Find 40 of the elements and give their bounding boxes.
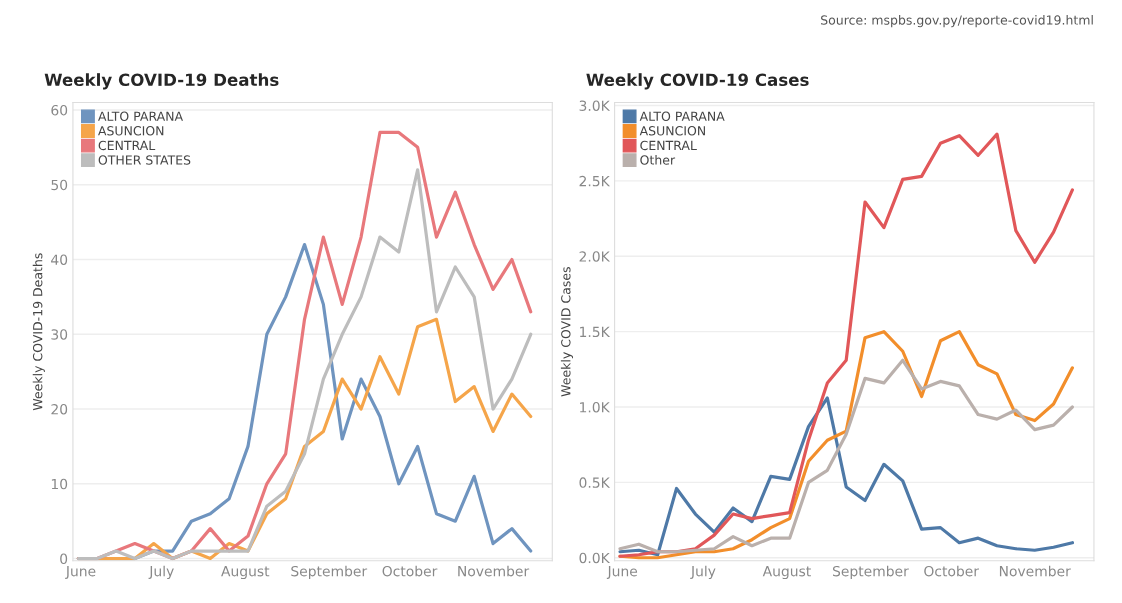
y-tick-label: 2.0K xyxy=(579,251,611,262)
line-series xyxy=(618,396,1075,557)
legend-label: ALTO PARANA xyxy=(98,111,183,121)
y-tick-label: 40 xyxy=(51,254,68,265)
chart-title: Weekly COVID-19 Deaths xyxy=(44,73,279,90)
y-tick-label: 10 xyxy=(51,478,68,490)
y-tick-label: 0 xyxy=(60,553,68,565)
y-tick-label: 1.5K xyxy=(580,326,611,338)
x-tick-label: October xyxy=(382,565,438,577)
y-tick-label: 60 xyxy=(51,104,68,116)
y-tick-label: 2.5K xyxy=(579,175,611,187)
x-tick-label: August xyxy=(221,566,270,580)
x-tick-label: June xyxy=(65,566,96,579)
y-axis-title: Weekly COVID Cases xyxy=(560,267,573,397)
y-tick-label: 0.5K xyxy=(579,477,611,488)
y-tick-label: 30 xyxy=(51,329,68,340)
legend-label: ASUNCION xyxy=(639,126,705,136)
legend-label: ASUNCION xyxy=(98,126,164,136)
y-tick-label: 20 xyxy=(51,404,68,415)
y-tick-label: 1.0K xyxy=(580,401,611,413)
x-tick-label: November xyxy=(999,565,1071,577)
y-axis-title: Weekly COVID-19 Deaths xyxy=(32,253,45,411)
legend-label: CENTRAL xyxy=(640,140,697,151)
legend-label: Other xyxy=(640,155,676,165)
y-tick-label: 0.0K xyxy=(579,552,611,564)
chart-title: Weekly COVID-19 Cases xyxy=(586,73,809,90)
x-tick-label: July xyxy=(148,565,174,580)
x-tick-label: September xyxy=(832,565,909,580)
legend-label: OTHER STATES xyxy=(98,155,191,165)
x-tick-label: October xyxy=(924,565,980,577)
x-tick-label: November xyxy=(458,565,530,577)
x-tick-label: September xyxy=(291,565,368,580)
legend-label: CENTRAL xyxy=(98,140,156,151)
y-tick-label: 50 xyxy=(51,179,68,191)
source-note: Source: mspbs.gov.py/reporte-covid19.html xyxy=(821,15,1093,28)
x-tick-label: July xyxy=(690,565,716,580)
legend-label: ALTO PARANA xyxy=(639,111,725,121)
x-tick-label: June xyxy=(606,566,638,579)
x-tick-label: August xyxy=(762,566,811,580)
y-tick-label: 3.0K xyxy=(579,100,611,111)
